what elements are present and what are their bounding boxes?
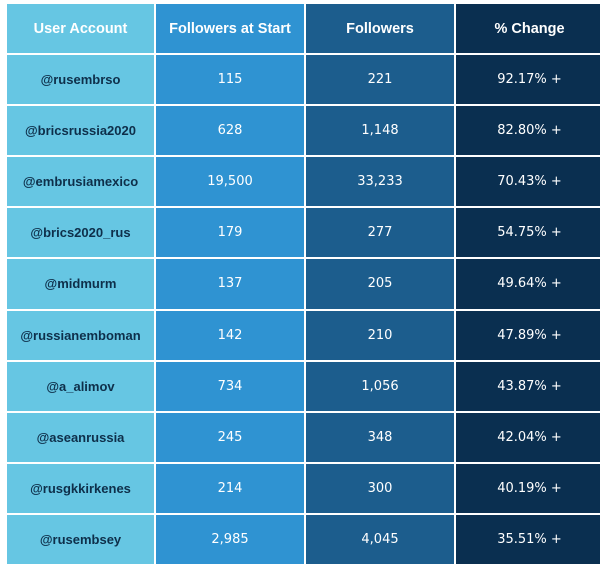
row-6-account: @russianemboman <box>7 310 154 360</box>
row-2-change: 82.80% + <box>456 106 600 156</box>
row-6-followers: 210 <box>306 310 454 360</box>
row-1-change: 92.17% + <box>456 55 600 105</box>
row-2-followers: 1,148 <box>306 106 454 156</box>
header-followers-at-start: Followers at Start <box>156 4 304 54</box>
row-8-account: @aseanrussia <box>7 412 154 462</box>
row-7-followers: 1,056 <box>306 361 454 411</box>
row-10-account: @rusembsey <box>7 514 154 564</box>
row-7-account: @a_alimov <box>7 361 154 411</box>
row-10-start: 2,985 <box>156 514 304 564</box>
row-1-account: @rusembrso <box>7 55 154 105</box>
header-followers: Followers <box>306 4 454 54</box>
row-7-change: 43.87% + <box>456 361 600 411</box>
row-6-start: 142 <box>156 310 304 360</box>
row-9-account: @rusgkkirkenes <box>7 463 154 513</box>
row-3-start: 19,500 <box>156 157 304 207</box>
row-3-followers: 33,233 <box>306 157 454 207</box>
row-1-followers: 221 <box>306 55 454 105</box>
row-9-change: 40.19% + <box>456 463 600 513</box>
row-10-followers: 4,045 <box>306 514 454 564</box>
row-8-followers: 348 <box>306 412 454 462</box>
row-1-start: 115 <box>156 55 304 105</box>
row-5-start: 137 <box>156 259 304 309</box>
row-8-start: 245 <box>156 412 304 462</box>
row-9-followers: 300 <box>306 463 454 513</box>
row-8-change: 42.04% + <box>456 412 600 462</box>
row-3-account: @embrusiamexico <box>7 157 154 207</box>
row-4-start: 179 <box>156 208 304 258</box>
row-3-change: 70.43% + <box>456 157 600 207</box>
row-5-change: 49.64% + <box>456 259 600 309</box>
row-4-account: @brics2020_rus <box>7 208 154 258</box>
row-9-start: 214 <box>156 463 304 513</box>
header-user-account: User Account <box>7 4 154 54</box>
row-5-followers: 205 <box>306 259 454 309</box>
row-4-followers: 277 <box>306 208 454 258</box>
row-7-start: 734 <box>156 361 304 411</box>
row-2-account: @bricsrussia2020 <box>7 106 154 156</box>
row-6-change: 47.89% + <box>456 310 600 360</box>
row-10-change: 35.51% + <box>456 514 600 564</box>
row-2-start: 628 <box>156 106 304 156</box>
row-5-account: @midmurm <box>7 259 154 309</box>
followers-table: User Account Followers at Start Follower… <box>7 4 600 564</box>
header-percent-change: % Change <box>456 4 600 54</box>
row-4-change: 54.75% + <box>456 208 600 258</box>
